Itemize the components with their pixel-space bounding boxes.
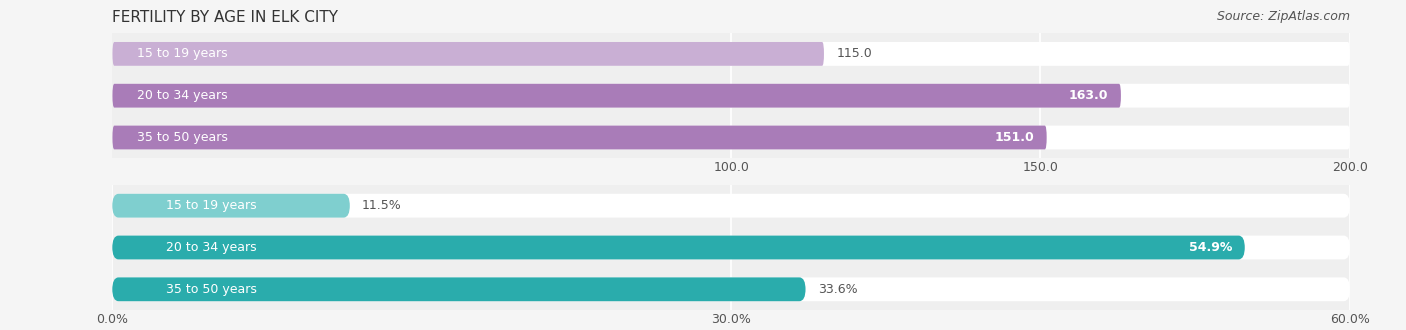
Text: Source: ZipAtlas.com: Source: ZipAtlas.com	[1216, 10, 1350, 23]
Text: 20 to 34 years: 20 to 34 years	[166, 241, 257, 254]
FancyBboxPatch shape	[112, 126, 1350, 149]
Text: 151.0: 151.0	[994, 131, 1035, 144]
FancyBboxPatch shape	[112, 194, 350, 217]
FancyBboxPatch shape	[112, 236, 1244, 259]
Text: 54.9%: 54.9%	[1189, 241, 1232, 254]
Text: 15 to 19 years: 15 to 19 years	[138, 48, 228, 60]
FancyBboxPatch shape	[112, 42, 1350, 66]
FancyBboxPatch shape	[112, 84, 1121, 108]
Text: FERTILITY BY AGE IN ELK CITY: FERTILITY BY AGE IN ELK CITY	[112, 10, 339, 25]
Text: 20 to 34 years: 20 to 34 years	[138, 89, 228, 102]
Text: 35 to 50 years: 35 to 50 years	[166, 283, 257, 296]
Text: 11.5%: 11.5%	[361, 199, 402, 212]
Text: 35 to 50 years: 35 to 50 years	[138, 131, 228, 144]
FancyBboxPatch shape	[112, 236, 1350, 259]
Text: 15 to 19 years: 15 to 19 years	[166, 199, 257, 212]
FancyBboxPatch shape	[112, 278, 1350, 301]
FancyBboxPatch shape	[112, 126, 1046, 149]
FancyBboxPatch shape	[112, 42, 824, 66]
Text: 163.0: 163.0	[1069, 89, 1108, 102]
FancyBboxPatch shape	[112, 194, 1350, 217]
FancyBboxPatch shape	[112, 278, 806, 301]
Text: 33.6%: 33.6%	[818, 283, 858, 296]
Text: 115.0: 115.0	[837, 48, 872, 60]
FancyBboxPatch shape	[112, 84, 1350, 108]
